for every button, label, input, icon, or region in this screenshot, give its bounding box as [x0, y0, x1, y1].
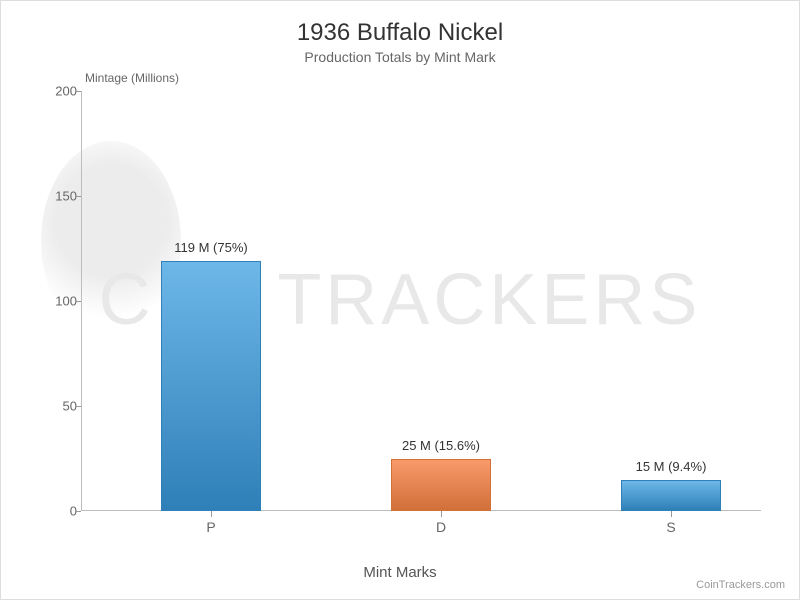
- y-tick-mark: [75, 91, 81, 92]
- bar-value-label: 25 M (15.6%): [341, 438, 541, 453]
- y-tick-mark: [75, 196, 81, 197]
- y-tick-label: 100: [37, 294, 77, 309]
- bar: [391, 459, 491, 512]
- x-tick-label: P: [181, 519, 241, 535]
- x-tick-mark: [671, 511, 672, 517]
- y-axis-line: [81, 91, 82, 511]
- y-tick-mark: [75, 511, 81, 512]
- x-tick-label: D: [411, 519, 471, 535]
- bar-value-label: 119 M (75%): [111, 240, 311, 255]
- y-tick-label: 200: [37, 84, 77, 99]
- y-tick-label: 150: [37, 189, 77, 204]
- y-tick-mark: [75, 301, 81, 302]
- chart-title: 1936 Buffalo Nickel: [1, 19, 799, 47]
- x-tick-label: S: [641, 519, 701, 535]
- y-tick-mark: [75, 406, 81, 407]
- bar: [621, 480, 721, 512]
- attribution-text: CoinTrackers.com: [696, 579, 785, 591]
- y-axis-label: Mintage (Millions): [85, 71, 179, 85]
- chart-subtitle: Production Totals by Mint Mark: [1, 49, 799, 65]
- y-tick-label: 50: [37, 399, 77, 414]
- x-tick-mark: [441, 511, 442, 517]
- x-axis-title: Mint Marks: [1, 564, 799, 581]
- bar-value-label: 15 M (9.4%): [571, 459, 771, 474]
- plot-area: 050100150200119 M (75%)P25 M (15.6%)D15 …: [81, 91, 761, 511]
- x-tick-mark: [211, 511, 212, 517]
- bar: [161, 261, 261, 511]
- y-tick-label: 0: [37, 504, 77, 519]
- chart-container: C iN TRACKERS 1936 Buffalo Nickel Produc…: [0, 0, 800, 600]
